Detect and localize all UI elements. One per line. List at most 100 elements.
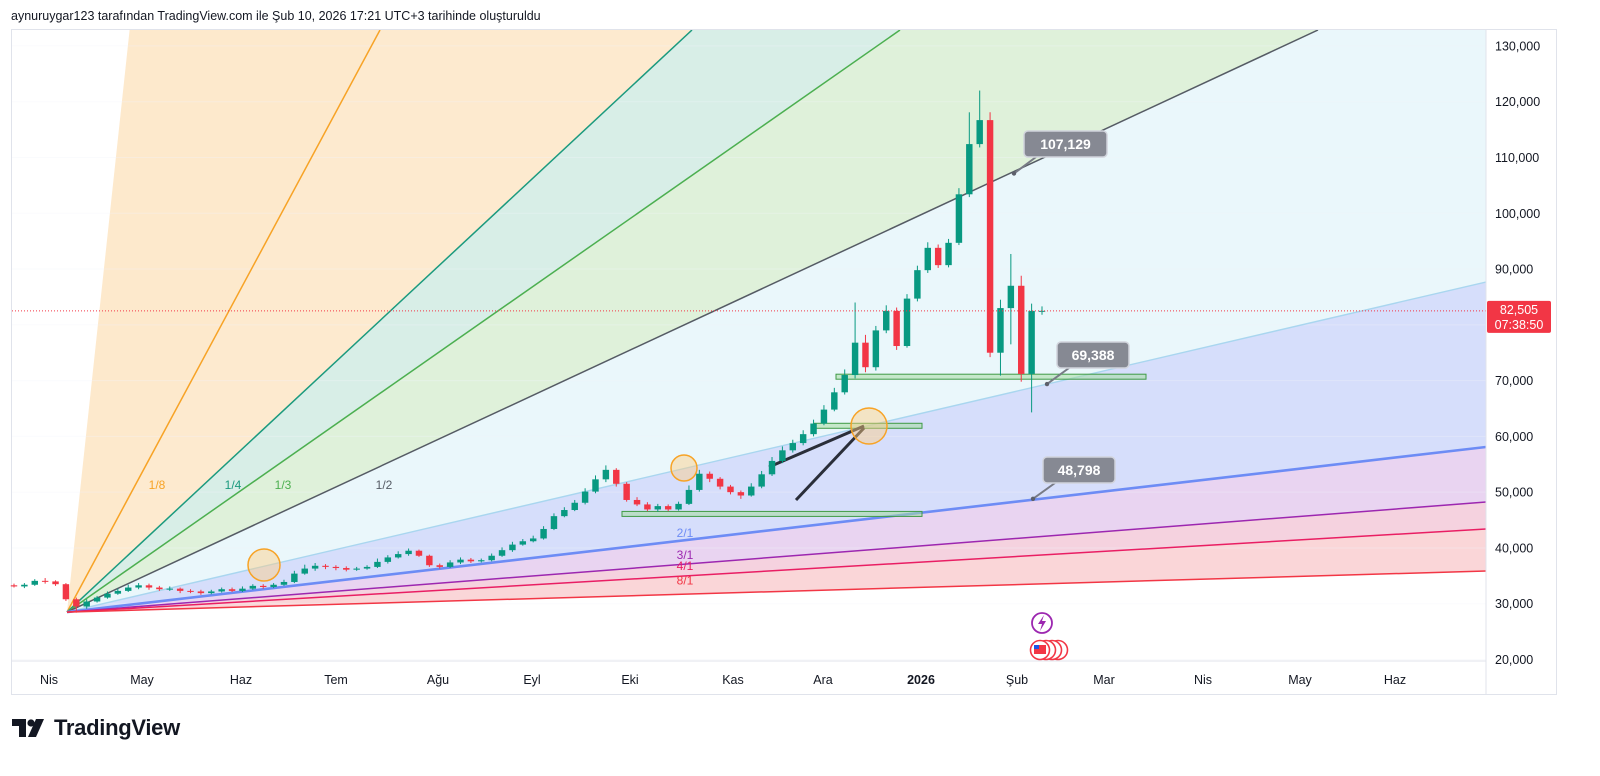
candle-body	[654, 506, 662, 510]
candle-body	[10, 585, 18, 587]
fan-fill-3	[67, 30, 1486, 613]
candle-body	[176, 588, 184, 591]
x-axis-tick-label: Nis	[1194, 673, 1212, 687]
candle-body	[768, 460, 776, 475]
candle-body	[737, 492, 745, 496]
candle-body	[529, 538, 537, 542]
candle-body	[478, 560, 485, 562]
candle-body	[31, 580, 38, 585]
candle-body	[550, 516, 558, 529]
x-axis: Nis May Haz Tem Ağu Eyl Eki Kas Ara 2026 Şub Mar Nis…	[12, 660, 1486, 687]
candle-body	[862, 342, 869, 368]
y-axis-tick-label: 130,000	[1495, 39, 1540, 53]
candle-body	[311, 565, 319, 569]
candle-body	[125, 587, 132, 591]
candle-body	[924, 247, 931, 271]
candle-body	[301, 568, 308, 574]
candle-body	[831, 392, 838, 410]
candle-body	[934, 247, 942, 266]
price-callout	[1042, 456, 1116, 484]
candle-body	[166, 588, 173, 590]
chart-caption: aynuruygar123 tarafından TradingView.com…	[11, 9, 541, 23]
candle-body	[696, 473, 703, 490]
candle-body	[748, 486, 755, 496]
x-axis-tick-label: Haz	[1384, 673, 1406, 687]
candle-body	[239, 588, 246, 591]
gann-fan-line-3_1	[66, 501, 1486, 613]
candle-body	[706, 473, 713, 479]
overlay: 107,129 69,388 48,798	[12, 130, 1486, 661]
gann-fan-line-2_1	[66, 445, 1486, 614]
candle-body	[405, 550, 412, 555]
candle-body	[384, 557, 392, 562]
candle-body	[716, 478, 724, 487]
candle-body	[488, 555, 495, 561]
candle-body	[270, 584, 277, 587]
candle-body	[571, 502, 578, 511]
candle-body	[197, 591, 205, 594]
candle-body	[208, 591, 215, 594]
gann-fan-line-1_4	[66, 30, 693, 613]
candle-body	[498, 550, 506, 556]
candle-body	[976, 120, 983, 145]
candle-body	[872, 330, 880, 368]
price-callout-label: 48,798	[1058, 462, 1101, 478]
x-axis-tick-label: May	[130, 673, 154, 687]
candle-body	[41, 580, 49, 582]
candle-body	[93, 597, 101, 602]
gann-fan-label: 2/1	[677, 526, 694, 540]
candle-body	[540, 528, 547, 539]
candle-body	[1018, 285, 1025, 374]
candle-body	[259, 585, 267, 587]
tradingview-logo[interactable]: TradingView	[12, 715, 180, 741]
candle-body	[228, 589, 236, 591]
price-callout	[1023, 130, 1108, 158]
y-axis-tick-label: 30,000	[1495, 597, 1533, 611]
candle-body	[685, 489, 693, 504]
candle-body	[104, 593, 111, 598]
y-axis-tick-label: 110,000	[1495, 151, 1539, 165]
highlight-circle	[850, 407, 888, 445]
candle-body	[810, 423, 817, 435]
gann-fan-line-1_8	[66, 30, 381, 613]
candle-body	[62, 584, 70, 600]
candle-body	[675, 503, 682, 510]
gann-fan-label: 3/1	[677, 548, 694, 562]
price-callout-label: 69,388	[1072, 347, 1115, 363]
candle-body	[789, 443, 797, 451]
candle-body	[509, 544, 516, 551]
price-countdown: 07:38:50	[1495, 318, 1544, 332]
x-axis-tick-label: 2026	[907, 673, 935, 687]
candle-body	[893, 310, 900, 347]
candle-body	[955, 194, 963, 243]
gann-fan-lines: 1/8 1/4 1/3 1/2 2/1 3/14/18/1	[66, 30, 1486, 614]
candle-body	[997, 308, 1004, 353]
candle-body	[914, 270, 921, 299]
candle-body	[1028, 310, 1035, 374]
candle-body	[1007, 285, 1015, 309]
x-axis-tick-label: Nis	[40, 673, 58, 687]
candle-body	[145, 585, 153, 588]
gann-fan-line-4_1	[66, 528, 1486, 613]
candle-body	[249, 585, 257, 589]
gann-fan-fills	[67, 30, 1486, 613]
candle-body	[633, 499, 641, 505]
gann-fan-label: 1/4	[225, 478, 242, 492]
tradingview-logo-icon	[12, 719, 44, 737]
callout-anchor	[1030, 496, 1036, 502]
lightning-bolt	[1038, 615, 1046, 631]
x-axis-tick-label: Eki	[621, 673, 638, 687]
last-price-tag	[1487, 300, 1551, 333]
candle-body	[519, 541, 527, 545]
gann-fan-line-1_3	[66, 30, 901, 613]
candle-body	[457, 559, 464, 563]
callout-leader	[1046, 367, 1070, 385]
gann-fan-line-8_1	[66, 570, 1486, 613]
last-price-value: 82,505	[1500, 303, 1538, 317]
candle-body	[799, 434, 807, 444]
callout-leader	[1013, 156, 1037, 175]
x-axis-tick-label: Tem	[324, 673, 348, 687]
highlight-circle	[247, 548, 281, 582]
candle-body	[291, 573, 298, 582]
